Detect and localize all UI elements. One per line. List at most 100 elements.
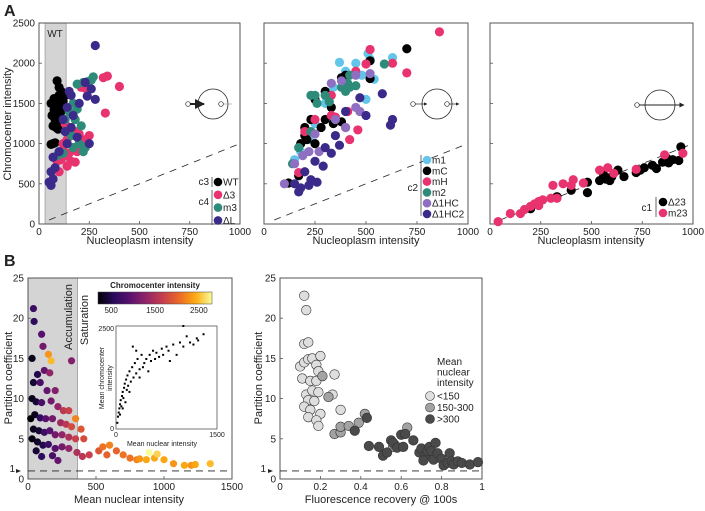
plot-frame — [279, 277, 483, 480]
inset-data-point — [132, 376, 135, 379]
data-point->300 — [430, 437, 441, 448]
y-tick-label: 10 — [13, 394, 25, 405]
legend-label: <150 — [437, 392, 460, 403]
data-point-mC — [310, 139, 320, 149]
legend-marker — [658, 197, 668, 207]
x-tick-label: 1000 — [153, 482, 176, 493]
inset-data-point — [140, 353, 143, 356]
data-point-Δ1HC — [326, 78, 336, 88]
data-point-Δ1HC — [279, 179, 289, 189]
data-point->300 — [418, 455, 429, 466]
legend-marker — [213, 216, 223, 225]
data-point-<150 — [303, 337, 314, 348]
x-tick-label: 1 — [479, 482, 485, 493]
legend-label: WT — [223, 178, 239, 189]
data-point->300 — [472, 457, 484, 468]
data-point — [72, 415, 80, 423]
inset-data-point — [154, 357, 157, 360]
data-point-ΔL — [68, 110, 78, 121]
data-point-ΔL — [48, 152, 58, 162]
data-point — [58, 431, 66, 439]
data-point-Δ23 — [651, 163, 662, 174]
data-point-mH — [345, 134, 355, 145]
legend-label: mC — [432, 166, 448, 177]
data-point-Δ1HC — [330, 114, 340, 125]
data-point-Δ1HC2 — [326, 148, 336, 158]
data-point-m23 — [493, 216, 503, 227]
data-point — [51, 431, 59, 439]
data-point->300 — [363, 440, 374, 452]
data-point-Δ1HC2 — [294, 187, 304, 197]
diagram-a1 — [185, 88, 232, 120]
colorbar-title: Chromocenter intensity — [110, 281, 200, 290]
data-point-<150 — [301, 305, 312, 316]
inset-data-point — [182, 345, 185, 348]
y-tick-label: 25 — [265, 274, 277, 285]
inset-data-point — [133, 362, 136, 365]
data-point — [65, 444, 73, 453]
x-tick-label: 0.2 — [313, 482, 327, 493]
data-point-WT — [53, 124, 63, 134]
legend-label: >300 — [437, 415, 460, 426]
data-point — [38, 452, 46, 461]
panel-a1-plot: 0 250 500 750 100005001000150020002500WTΔ3m3… — [13, 19, 252, 239]
data-point — [73, 448, 81, 457]
data-point — [29, 425, 38, 433]
colorbar-tick-label: 1500 — [146, 306, 164, 315]
inset-data-point — [118, 407, 121, 410]
inset-data-point — [129, 380, 132, 383]
data-point-m2 — [306, 90, 316, 100]
data-point-Δ3 — [100, 108, 110, 118]
inset-data-point — [143, 362, 146, 365]
data-point-<150 — [313, 420, 324, 432]
inset-data-point — [141, 366, 144, 369]
a2-xlabel: Nucleoplasm intensity — [313, 235, 420, 247]
legend-marker — [213, 177, 223, 187]
y-tick-label: 5 — [18, 434, 24, 445]
data-point-ΔL — [62, 102, 72, 113]
data-point-<150 — [313, 387, 324, 398]
y-tick-label: 20 — [265, 314, 277, 325]
data-point-WT — [49, 93, 59, 104]
legend-marker — [422, 166, 432, 176]
data-point-150-300 — [353, 417, 364, 428]
data-point-Δ23 — [674, 155, 684, 166]
legend-marker — [425, 414, 435, 424]
x-tick-label: 750 — [181, 227, 198, 238]
data-point-Δ1HC2 — [355, 93, 365, 103]
data-point — [31, 411, 39, 419]
inset-y-tick-label: 2500 — [98, 326, 114, 333]
data-point — [42, 415, 50, 423]
data-point — [77, 425, 85, 433]
data-point-mH — [365, 44, 375, 55]
data-point — [44, 350, 53, 358]
b1-xlabel: Mean nuclear intensity — [74, 494, 185, 506]
inset-data-point — [165, 345, 168, 348]
data-point — [32, 398, 40, 406]
data-point->300 — [408, 435, 419, 446]
data-point->300 — [400, 428, 411, 440]
legend-marker — [422, 198, 432, 208]
data-point-m23 — [568, 175, 578, 185]
inset-data-point — [182, 325, 185, 327]
data-point — [29, 304, 38, 313]
data-point->300 — [373, 441, 385, 452]
x-tick-label: 250 — [307, 227, 324, 238]
data-point — [135, 455, 144, 463]
x-tick-label: 500 — [583, 227, 600, 238]
data-point — [65, 433, 73, 441]
data-point — [46, 369, 54, 377]
data-point-ΔL — [90, 40, 100, 51]
legend-label: Δ1HC — [432, 199, 459, 210]
colorbar — [97, 291, 213, 305]
data-point — [47, 357, 55, 365]
y-tick-label: 1500 — [13, 99, 36, 110]
y-tick-label: 0 — [29, 220, 35, 231]
inset-data-point — [189, 341, 192, 344]
data-point — [119, 451, 127, 459]
diagram-a2 — [410, 88, 460, 120]
data-point-Δ3 — [62, 161, 72, 171]
legend-label: m23 — [668, 209, 688, 220]
data-point — [112, 447, 120, 455]
x-tick-label: 0 — [36, 227, 42, 238]
